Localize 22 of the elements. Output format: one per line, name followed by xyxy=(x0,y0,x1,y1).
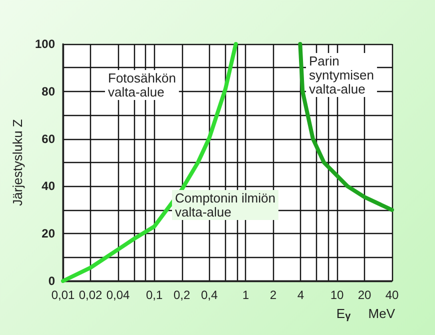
x-tick-label: 0,4 xyxy=(200,288,218,302)
annotation: Parin syntymisen valta-alue xyxy=(309,54,374,96)
x-tick-label: 2 xyxy=(270,288,277,302)
y-tick-label: 0 xyxy=(48,274,56,288)
x-tick-label: 0,1 xyxy=(146,288,163,302)
y-tick-label: 20 xyxy=(42,226,56,241)
y-tick-label: 100 xyxy=(34,37,56,51)
annotation: Fotosähkön valta-alue xyxy=(108,70,176,100)
y-tick-label: 60 xyxy=(42,132,56,146)
x-tick-label: 10 xyxy=(330,288,344,302)
y-tick-label: 80 xyxy=(42,84,56,98)
x-tick-label: 1 xyxy=(242,288,250,302)
y-axis-title: Järjestysluku Z xyxy=(10,119,26,206)
annotation: Comptonin ilmiön valta-alue xyxy=(175,190,276,220)
x-tick-label: 40 xyxy=(385,288,399,302)
x-tick-label: 0,02 xyxy=(78,288,102,302)
x-tick-label: 0,04 xyxy=(106,288,130,302)
y-tick-label: 40 xyxy=(42,179,56,194)
x-tick-label: 0,2 xyxy=(173,288,190,302)
x-tick-label: 20 xyxy=(358,288,372,302)
x-tick-label: 4 xyxy=(297,288,304,302)
x-tick-label: 0,01 xyxy=(51,288,75,302)
